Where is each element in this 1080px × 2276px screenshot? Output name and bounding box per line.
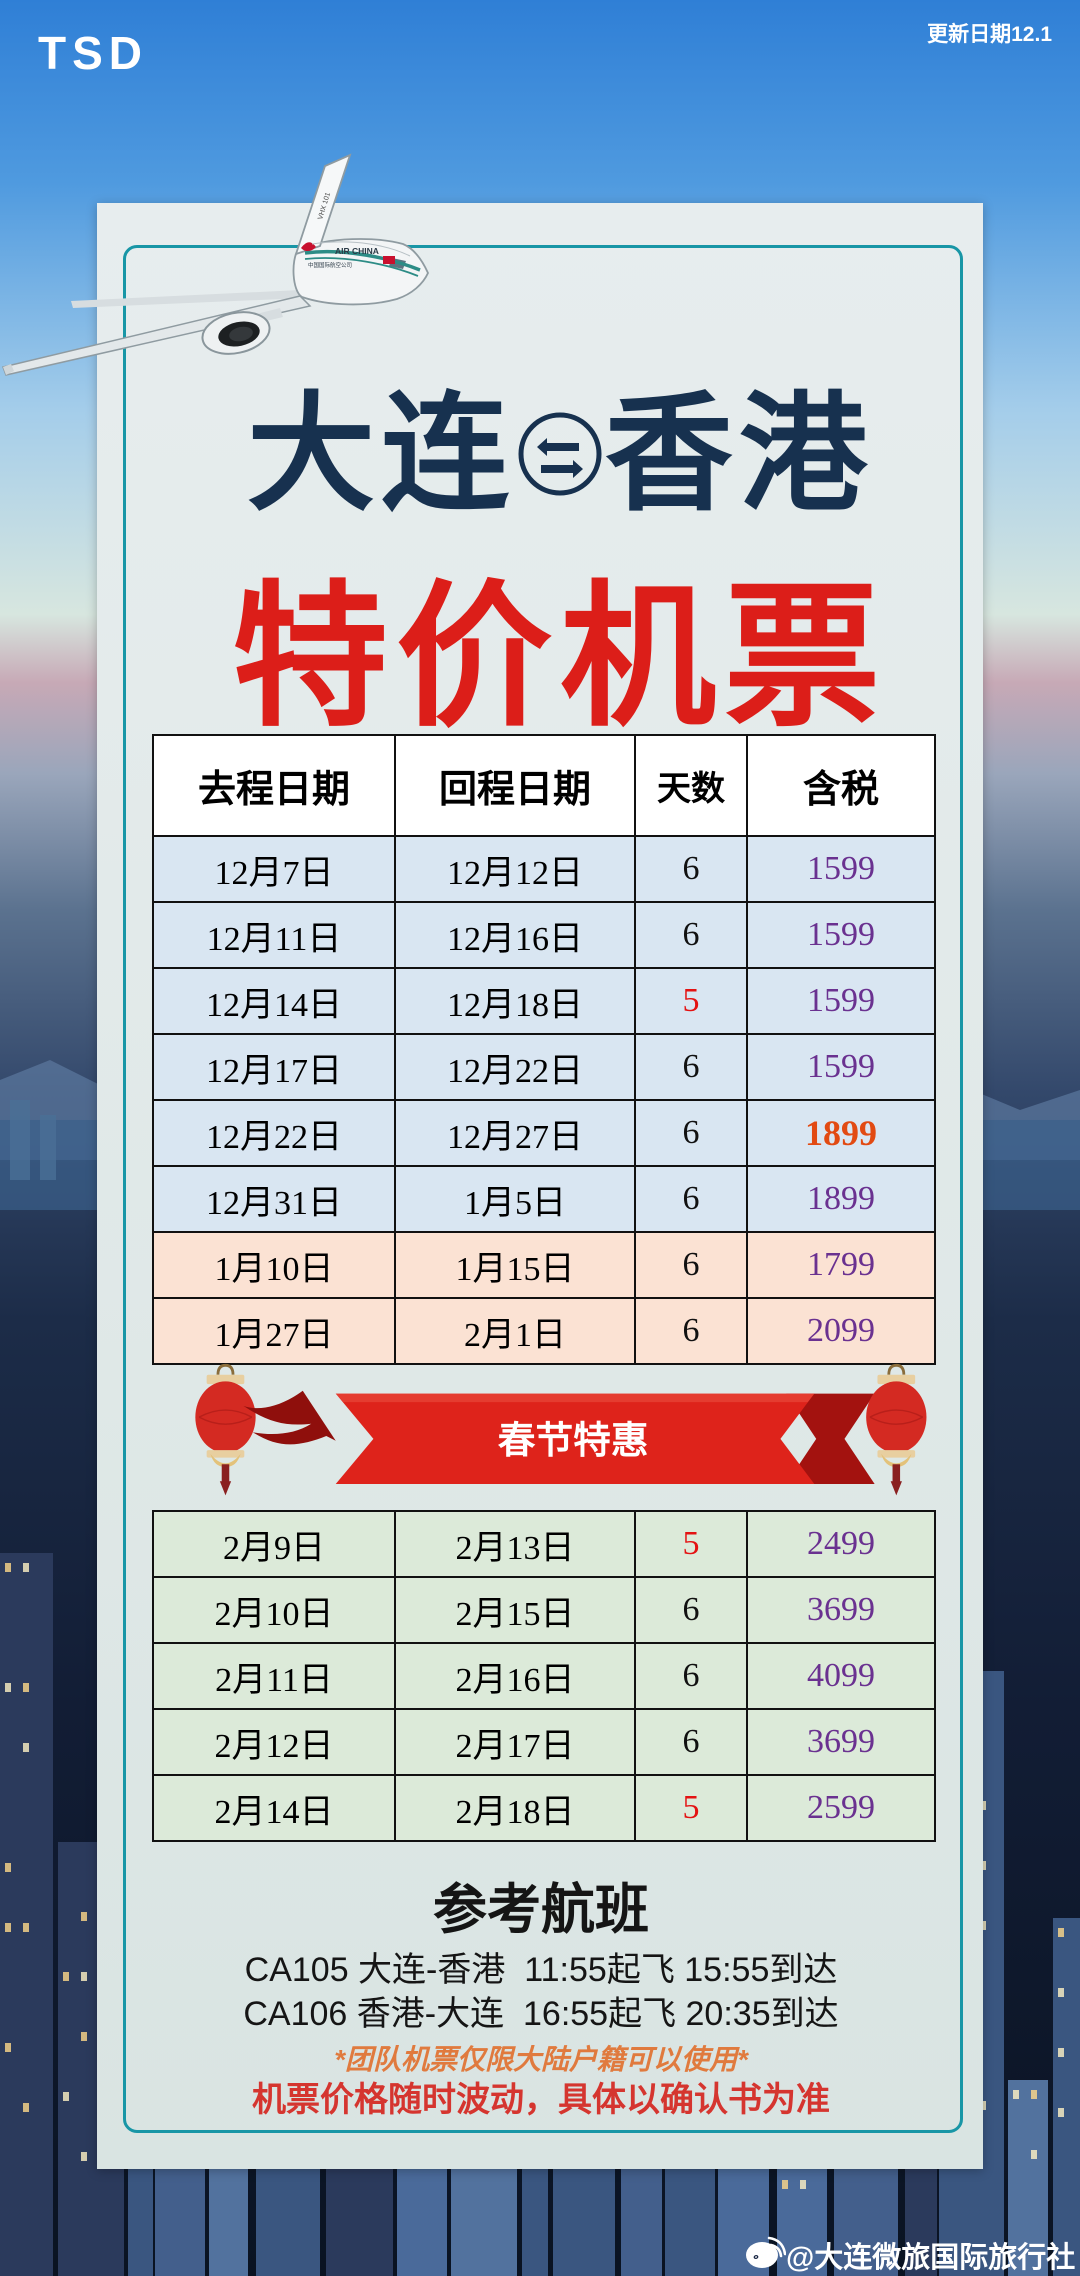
svg-text:AIR CHINA: AIR CHINA: [335, 246, 379, 256]
svg-text:春节特惠: 春节特惠: [498, 1419, 649, 1461]
svg-text:中国国际航空公司: 中国国际航空公司: [308, 261, 352, 269]
